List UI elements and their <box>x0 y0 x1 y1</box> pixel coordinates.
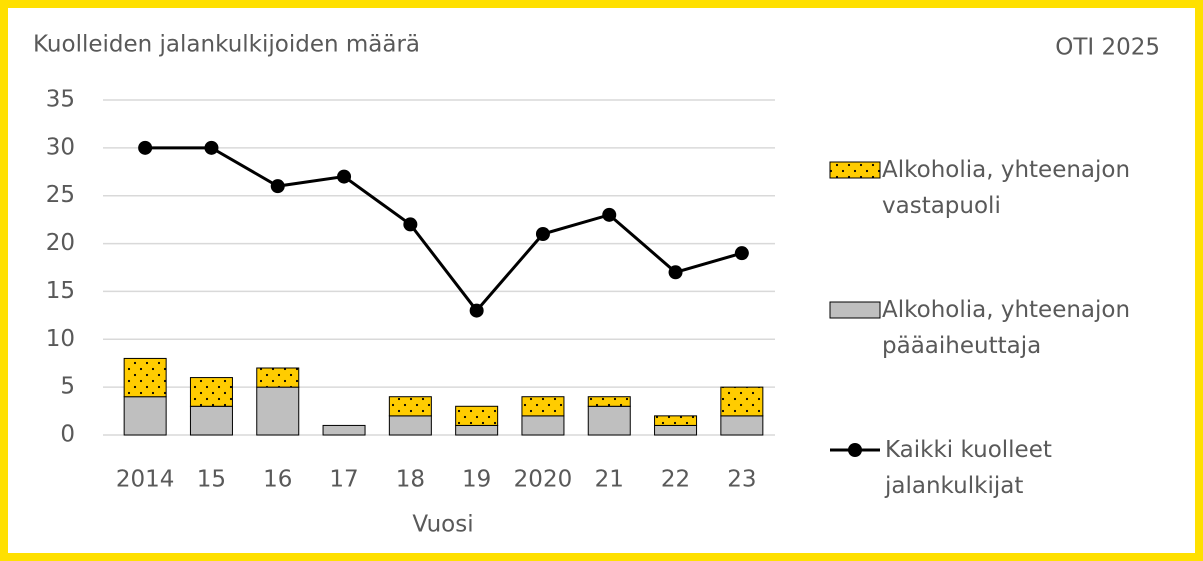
y-tick-label: 35 <box>46 87 75 113</box>
x-tick-label: 2014 <box>116 467 175 493</box>
x-tick-label: 23 <box>727 467 756 493</box>
x-tick-label: 22 <box>661 467 690 493</box>
y-tick-label: 25 <box>46 182 75 208</box>
line-point <box>403 217 418 232</box>
bar <box>322 424 366 436</box>
legend-swatch <box>829 161 881 179</box>
legend-label: Alkoholia, yhteenajon pääaiheuttaja <box>882 297 1131 359</box>
chart-title: Kuolleiden jalankulkijoiden määrä <box>33 32 420 58</box>
bar <box>720 386 764 417</box>
bar <box>654 424 698 436</box>
line <box>145 146 743 313</box>
bar <box>256 386 300 436</box>
line-point <box>138 140 153 155</box>
line-point <box>602 207 617 222</box>
bar <box>587 396 631 407</box>
bar <box>189 405 233 436</box>
x-tick-label: 2020 <box>514 467 573 493</box>
bar <box>189 377 233 407</box>
x-tick-label: 15 <box>197 467 226 493</box>
y-tick-label: 15 <box>46 278 75 304</box>
legend-swatch <box>848 443 862 457</box>
bar <box>388 415 432 436</box>
x-axis-title: Vuosi <box>412 512 473 538</box>
line-point <box>668 265 683 280</box>
legend-swatch <box>829 301 881 319</box>
line-point <box>469 303 484 318</box>
y-tick-label: 5 <box>60 374 75 400</box>
bar <box>654 415 698 426</box>
bar <box>388 396 432 417</box>
bar <box>521 415 565 436</box>
y-tick-label: 0 <box>60 422 75 448</box>
legend-label: Alkoholia, yhteenajon vastapuoli <box>882 157 1131 219</box>
y-tick-label: 20 <box>46 230 75 256</box>
line-point <box>535 227 550 241</box>
line-point <box>337 169 352 184</box>
bar <box>455 405 499 426</box>
line-point <box>734 246 749 261</box>
bar <box>587 405 631 436</box>
y-tick-label: 30 <box>46 134 75 160</box>
x-tick-label: 19 <box>462 467 491 493</box>
line-point <box>204 140 219 155</box>
bar <box>521 396 565 417</box>
x-tick-label: 16 <box>263 467 292 493</box>
x-tick-label: 17 <box>329 467 358 493</box>
legend-label: Kaikki kuolleet jalankulkijat <box>885 437 1052 499</box>
bar <box>256 367 300 388</box>
bar <box>123 357 167 398</box>
bar <box>123 396 167 436</box>
y-tick-label: 10 <box>46 326 75 352</box>
source: OTI 2025 <box>1055 35 1160 61</box>
x-tick-label: 18 <box>396 467 425 493</box>
bar <box>455 424 499 436</box>
line-point <box>270 179 285 194</box>
bar <box>720 415 764 436</box>
x-tick-label: 21 <box>595 467 624 493</box>
